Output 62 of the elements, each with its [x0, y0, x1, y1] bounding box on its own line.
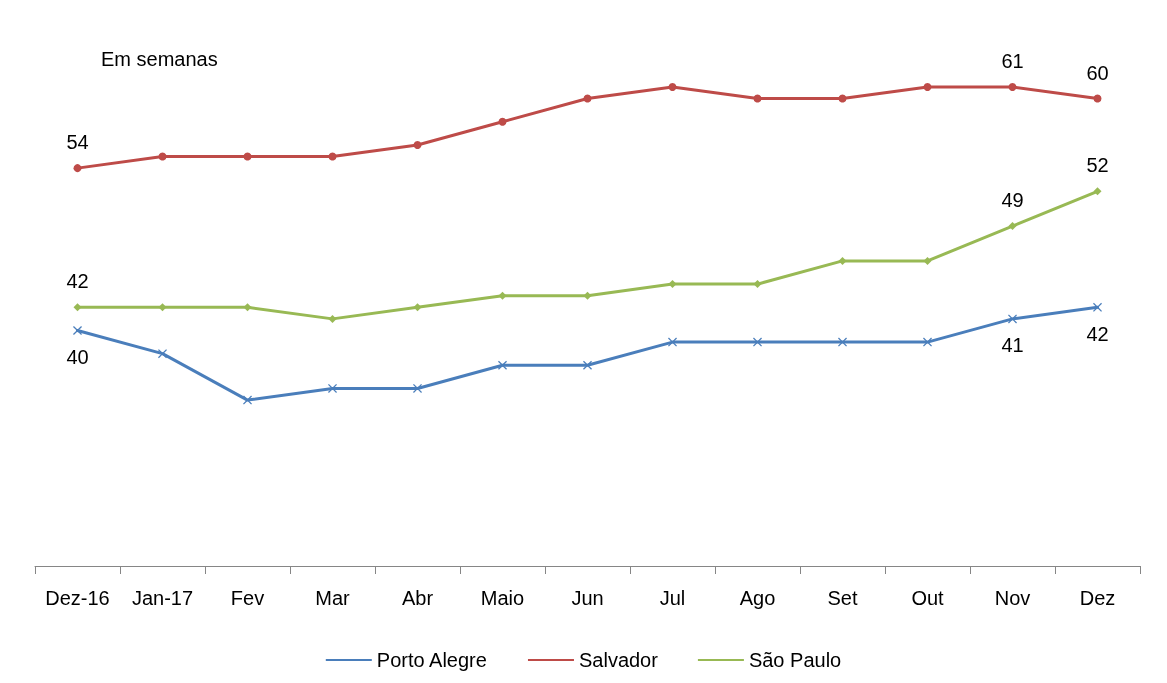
data-label: 61 [1001, 49, 1024, 72]
point [838, 256, 847, 265]
point [158, 303, 167, 312]
point [158, 349, 167, 359]
point [413, 140, 422, 149]
point [923, 82, 932, 91]
point [243, 303, 252, 312]
x-tick-label: Nov [994, 587, 1031, 609]
point [923, 337, 932, 347]
x-tick-label: Out [911, 587, 945, 609]
point [838, 337, 847, 347]
point [838, 94, 847, 103]
point [753, 94, 762, 103]
point [1008, 314, 1017, 324]
point [413, 303, 422, 312]
point [1008, 82, 1017, 91]
point [73, 164, 82, 173]
x-tick-label: Abr [401, 587, 434, 609]
data-label: 60 [1086, 61, 1109, 84]
point [243, 395, 252, 405]
point [1093, 302, 1102, 312]
point [668, 280, 677, 289]
point [583, 291, 592, 300]
point [498, 360, 507, 370]
point [158, 152, 167, 161]
point [498, 117, 507, 126]
point [583, 94, 592, 103]
data-label: 54 [66, 131, 89, 154]
point [923, 256, 932, 265]
point [73, 303, 82, 312]
point [1008, 222, 1017, 231]
data-label: 42 [66, 270, 89, 293]
x-tick-label: Ago [739, 587, 776, 609]
x-tick-label: Dez-16 [45, 587, 110, 609]
data-label: 41 [1001, 334, 1024, 357]
x-tick-label: Maio [480, 587, 525, 609]
point [328, 314, 337, 323]
x-tick-label: Jan-17 [131, 587, 194, 609]
point [1093, 94, 1102, 103]
point [328, 152, 337, 161]
data-label: 42 [1086, 322, 1109, 345]
x-tick-label: Fev [230, 587, 265, 609]
point [243, 152, 252, 161]
point [668, 82, 677, 91]
x-tick-label: Dez [1079, 587, 1116, 609]
x-tick-label: Set [827, 587, 858, 609]
point [1093, 187, 1102, 196]
x-tick-label: Jul [659, 587, 686, 609]
legend-label: Porto Alegre [376, 649, 487, 671]
point [668, 337, 677, 347]
x-tick-label: Jun [571, 587, 604, 609]
data-label: 40 [66, 345, 89, 368]
legend-label: São Paulo [748, 649, 842, 671]
text: Em semanas [101, 48, 218, 70]
point [498, 291, 507, 300]
data-label: 49 [1001, 189, 1024, 212]
x-tick-label: Mar [315, 587, 351, 609]
point [583, 360, 592, 370]
point [753, 337, 762, 347]
point [753, 280, 762, 289]
legend-label: Salvador [578, 649, 659, 671]
data-label: 52 [1086, 154, 1109, 177]
